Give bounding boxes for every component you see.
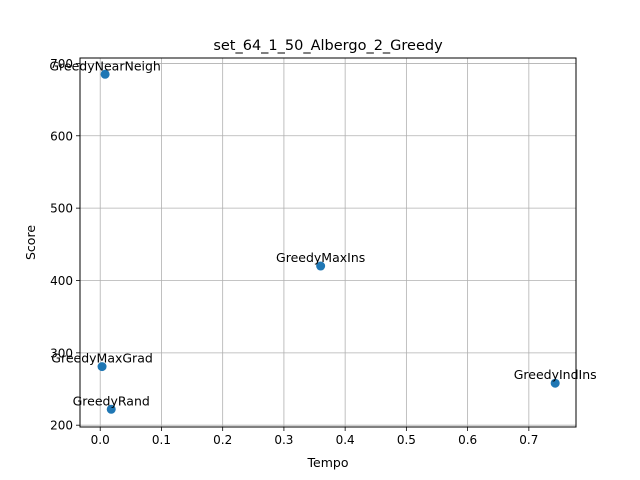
x-tick-label: 0.4 (336, 433, 355, 447)
y-tick-label: 600 (50, 129, 73, 143)
x-tick-label: 0.7 (519, 433, 538, 447)
data-point (550, 378, 560, 388)
point-label: GreedyMaxIns (276, 250, 365, 265)
y-tick-label: 500 (50, 202, 73, 216)
plot-frame (79, 57, 577, 428)
data-point (100, 69, 110, 79)
chart-title: set_64_1_50_Albergo_2_Greedy (213, 38, 443, 54)
grid (80, 58, 576, 427)
data-point (97, 362, 107, 372)
x-tick-label: 0.0 (91, 433, 110, 447)
y-tick-label: 200 (50, 419, 73, 433)
x-axis-label: Tempo (307, 455, 349, 470)
x-tick-label: 0.5 (397, 433, 416, 447)
y-tick-label: 400 (50, 274, 73, 288)
point-label: GreedyMaxGrad (51, 351, 153, 366)
x-tick-label: 0.2 (213, 433, 232, 447)
point-labels: GreedyNearNeigh GreedyMaxIns GreedyMaxGrad… (49, 58, 596, 408)
point-label: GreedyNearNeigh (49, 58, 160, 73)
data-point (106, 404, 116, 414)
data-point (316, 261, 326, 271)
y-tick-label: 300 (50, 346, 73, 360)
point-label: GreedyIndIns (514, 367, 597, 382)
x-tick-label: 0.6 (458, 433, 477, 447)
point-label: GreedyRand (73, 393, 150, 408)
x-tick-label: 0.3 (274, 433, 293, 447)
x-axis-ticks: 0.0 0.1 0.2 0.3 0.4 0.5 0.6 0.7 (91, 427, 538, 447)
data-points (97, 69, 560, 414)
x-tick-label: 0.1 (152, 433, 171, 447)
y-tick-label: 700 (50, 57, 73, 71)
y-axis-ticks: 200 300 400 500 600 700 (50, 57, 80, 433)
y-axis-label: Score (23, 225, 38, 260)
